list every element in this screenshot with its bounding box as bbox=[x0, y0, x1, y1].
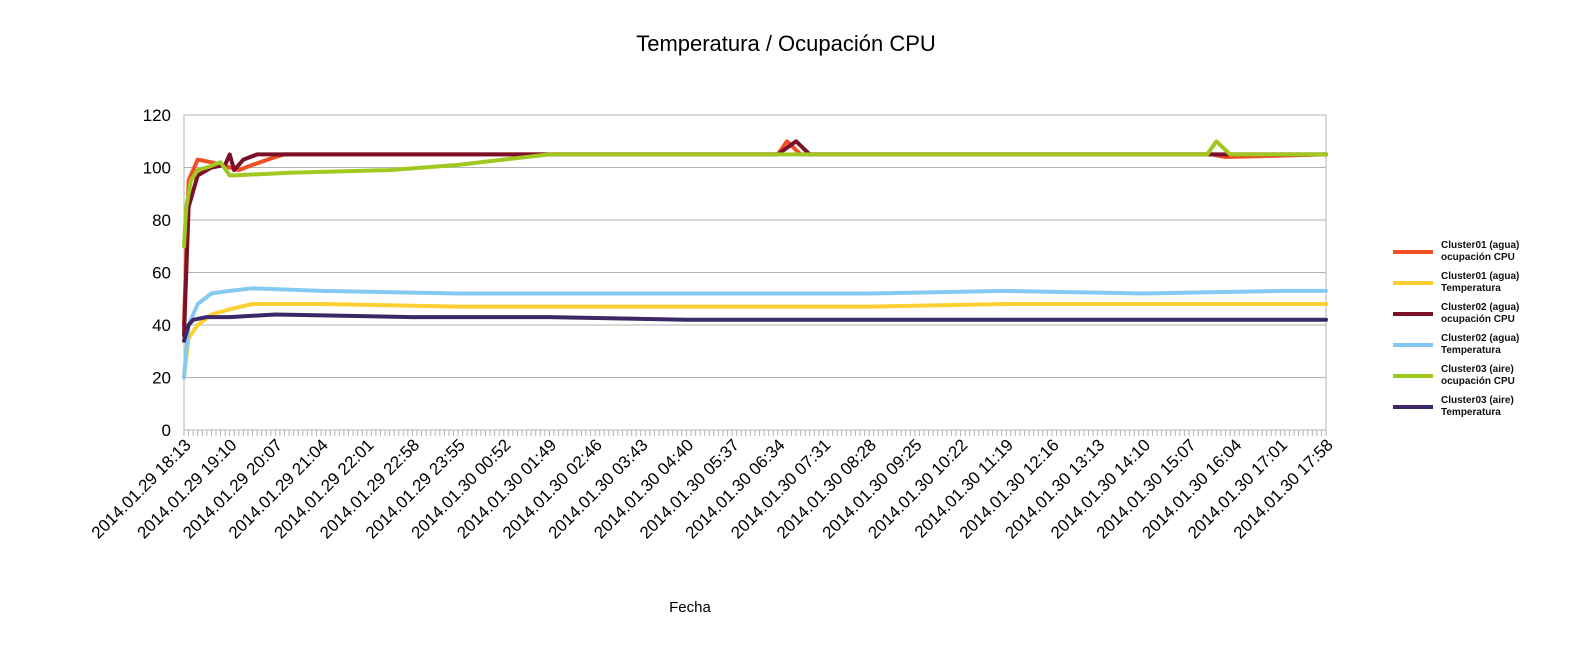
legend-swatch bbox=[1393, 311, 1433, 316]
legend-label: Cluster02 (agua) Temperatura bbox=[1441, 332, 1520, 356]
y-tick-label: 60 bbox=[152, 264, 171, 283]
legend-label: Cluster01 (agua) ocupación CPU bbox=[1441, 239, 1520, 263]
gridlines bbox=[183, 114, 1327, 436]
series-lines bbox=[182, 139, 1328, 380]
legend-item: Cluster01 (agua) ocupación CPU bbox=[1393, 236, 1593, 267]
series-line-4 bbox=[182, 286, 1328, 380]
legend-item: Cluster01 (agua) Temperatura bbox=[1393, 267, 1593, 298]
y-tick-label: 120 bbox=[143, 106, 171, 125]
legend-label: Cluster03 (aire) Temperatura bbox=[1441, 394, 1514, 418]
series-line-6 bbox=[182, 312, 1328, 343]
legend-swatch bbox=[1393, 280, 1433, 285]
legend-swatch bbox=[1393, 373, 1433, 378]
legend-label: Cluster03 (aire) ocupación CPU bbox=[1441, 363, 1515, 387]
y-tick-label: 20 bbox=[152, 369, 171, 388]
series-line-3 bbox=[182, 139, 1328, 338]
legend-label: Cluster02 (agua) ocupación CPU bbox=[1441, 301, 1520, 325]
y-tick-label: 100 bbox=[143, 159, 171, 178]
legend-item: Cluster02 (agua) ocupación CPU bbox=[1393, 298, 1593, 329]
y-axis-tick-labels: 0 20 40 60 80 100 120 bbox=[143, 106, 171, 440]
y-tick-label: 80 bbox=[152, 211, 171, 230]
series-line-5 bbox=[182, 139, 1328, 249]
legend-swatch bbox=[1393, 404, 1433, 409]
legend-swatch bbox=[1393, 342, 1433, 347]
chart-title: Temperatura / Ocupación CPU bbox=[636, 31, 936, 56]
legend: Cluster01 (agua) ocupación CPU Cluster01 … bbox=[1393, 236, 1593, 422]
legend-item: Cluster02 (agua) Temperatura bbox=[1393, 329, 1593, 360]
series-line-1 bbox=[182, 139, 1328, 327]
legend-item: Cluster03 (aire) Temperatura bbox=[1393, 391, 1593, 422]
legend-label: Cluster01 (agua) Temperatura bbox=[1441, 270, 1520, 294]
y-tick-label: 40 bbox=[152, 316, 171, 335]
legend-item: Cluster03 (aire) ocupación CPU bbox=[1393, 360, 1593, 391]
legend-swatch bbox=[1393, 249, 1433, 254]
series-line-2 bbox=[182, 302, 1328, 380]
x-axis-label: Fecha bbox=[669, 599, 711, 616]
y-tick-label: 0 bbox=[162, 421, 171, 440]
